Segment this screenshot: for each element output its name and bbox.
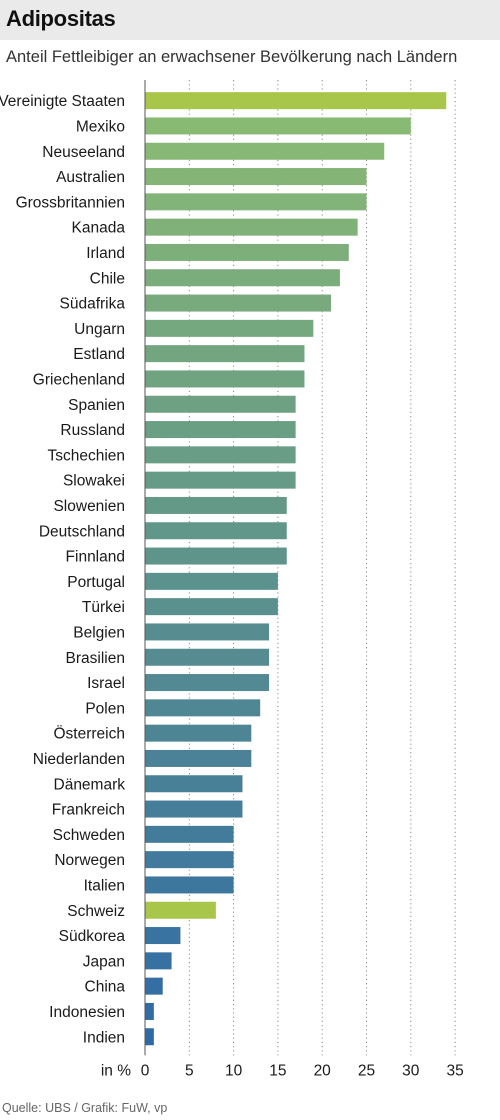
bar — [145, 345, 305, 363]
category-label: Italien — [84, 877, 125, 894]
bar — [145, 496, 287, 514]
category-label: Spanien — [68, 397, 125, 414]
bar — [145, 674, 270, 692]
bar — [145, 421, 296, 439]
category-label: Türkei — [82, 599, 125, 616]
bar — [145, 876, 234, 894]
bar — [145, 724, 252, 742]
category-label: Griechenland — [33, 371, 125, 388]
category-label: Tschechien — [47, 447, 125, 464]
category-label: Vereinigte Staaten — [0, 93, 125, 110]
bar — [145, 699, 261, 717]
chart-subtitle: Anteil Fettleibiger an erwachsener Bevöl… — [6, 48, 458, 66]
bar — [145, 572, 278, 590]
category-label: Israel — [87, 675, 125, 692]
bar — [145, 370, 305, 388]
bar — [145, 825, 234, 843]
bar — [145, 471, 296, 489]
bar — [145, 117, 411, 135]
category-label: Russland — [60, 422, 125, 439]
category-label: Indonesien — [49, 1004, 125, 1021]
bar — [145, 319, 314, 337]
tick-label: 20 — [314, 1062, 332, 1079]
tick-label: 35 — [446, 1062, 463, 1079]
bar — [145, 446, 296, 464]
category-label: Schweden — [53, 827, 125, 844]
chart-title: Adipositas — [6, 6, 116, 31]
x-axis-unit-label: in % — [101, 1062, 131, 1079]
tick-label: 0 — [141, 1062, 150, 1079]
bar — [145, 901, 216, 919]
bar — [145, 92, 447, 110]
category-label: Slowenien — [53, 498, 125, 515]
bar — [145, 269, 340, 287]
category-label: Brasilien — [66, 650, 125, 667]
tick-label: 5 — [185, 1062, 194, 1079]
category-label: Australien — [56, 169, 125, 186]
bar — [145, 598, 278, 616]
category-label: Südkorea — [59, 928, 126, 945]
source-note: Quelle: UBS / Grafik: FuW, vp — [2, 1101, 168, 1115]
category-label: Niederlanden — [33, 751, 125, 768]
bar — [145, 648, 270, 666]
bar — [145, 977, 163, 995]
bar — [145, 218, 358, 236]
category-label: Chile — [90, 270, 125, 287]
bar — [145, 927, 181, 945]
category-label: Kanada — [72, 220, 126, 237]
category-label: Frankreich — [52, 802, 125, 819]
category-label: Deutschland — [39, 523, 125, 540]
category-label: Slowakei — [63, 473, 125, 490]
bar — [145, 851, 234, 869]
category-label: Portugal — [67, 574, 125, 591]
category-label: Belgien — [73, 624, 125, 641]
title-band — [0, 0, 500, 40]
category-label: Finnland — [66, 549, 125, 566]
category-label: Polen — [85, 700, 125, 717]
category-label: Ungarn — [74, 321, 125, 338]
bar — [145, 1002, 154, 1020]
bar — [145, 294, 332, 312]
category-label: Mexiko — [76, 118, 125, 135]
bar — [145, 775, 243, 793]
bar — [145, 749, 252, 767]
category-label: Estland — [73, 346, 125, 363]
category-label: Grossbritannien — [16, 194, 125, 211]
category-label: Irland — [86, 245, 125, 262]
bar — [145, 142, 385, 160]
bar — [145, 952, 172, 970]
category-label: Indien — [83, 1029, 125, 1046]
tick-label: 15 — [269, 1062, 286, 1079]
category-label: Neuseeland — [42, 144, 125, 161]
category-label: Österreich — [54, 725, 126, 743]
bar — [145, 623, 270, 641]
bar — [145, 243, 349, 261]
category-label: Japan — [83, 953, 125, 970]
bar — [145, 547, 287, 565]
tick-label: 30 — [402, 1062, 420, 1079]
bar — [145, 168, 367, 186]
category-label: Schweiz — [67, 903, 125, 920]
bar-chart: Vereinigte Staaten Mexiko Neuseeland Austra… — [0, 80, 464, 1079]
bar — [145, 522, 287, 540]
bar — [145, 395, 296, 413]
tick-label: 25 — [358, 1062, 375, 1079]
category-label: Dänemark — [54, 776, 126, 793]
bar — [145, 1028, 154, 1046]
category-label: Südafrika — [60, 296, 126, 313]
category-label: Norwegen — [54, 852, 125, 869]
tick-label: 10 — [225, 1062, 243, 1079]
category-label: China — [85, 979, 126, 996]
bar — [145, 800, 243, 818]
bar — [145, 193, 367, 211]
